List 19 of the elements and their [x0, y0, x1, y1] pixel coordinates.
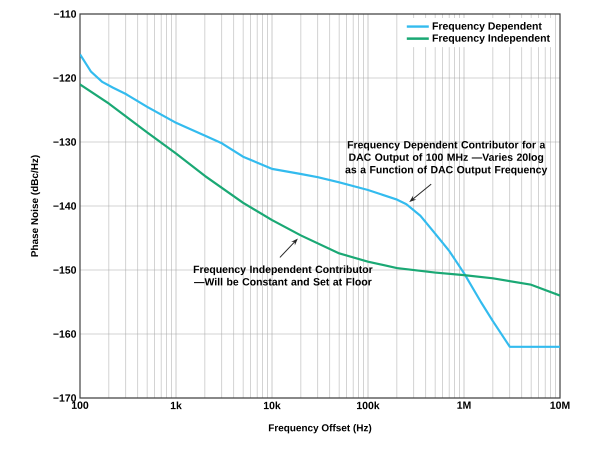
x-tick-label: 1M	[457, 402, 471, 409]
y-tick-label: −140	[53, 202, 76, 210]
x-tick-label: 1k	[170, 402, 182, 410]
x-tick-label: 100	[72, 402, 88, 409]
annotation: Frequency Dependent Contributor for a DAC Output of 100 MHz —Varies 20log as a Function of DAC Output Frequency	[345, 140, 548, 176]
y-tick-label: −160	[53, 330, 76, 338]
x-axis-title: Frequency Offset (Hz)	[268, 424, 372, 434]
y-axis-title: Phase Noise (dBc/Hz)	[30, 155, 40, 257]
y-tick-label: −150	[53, 266, 76, 274]
x-tick-label: 100k	[357, 402, 380, 410]
legend-label: Frequency Dependent	[432, 22, 542, 32]
y-tick-label: −110	[54, 10, 76, 18]
y-tick-label: −120	[53, 74, 76, 82]
x-tick-label: 10M	[550, 402, 570, 409]
legend-label: Frequency Independent	[432, 34, 550, 44]
annotation: Frequency Independent Contributor —Will be Constant and Set at Floor	[194, 265, 373, 286]
x-tick-label: 10k	[264, 402, 281, 410]
y-tick-label: −130	[53, 138, 76, 146]
y-tick-label: −170	[53, 394, 76, 402]
